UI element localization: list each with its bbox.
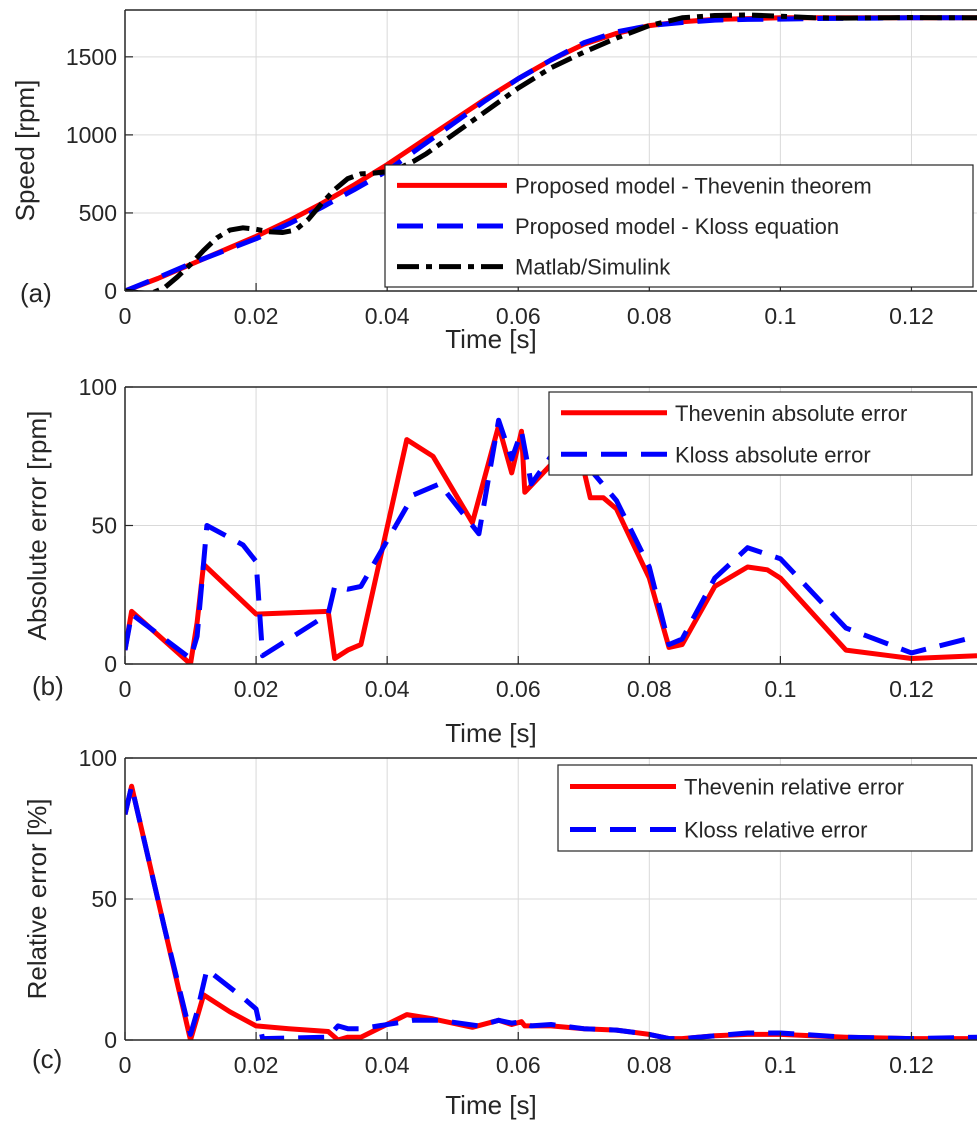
legend-entry-label: Proposed model - Thevenin theorem	[515, 173, 872, 198]
x-tick-label: 0.08	[627, 303, 672, 329]
series-line-1	[125, 423, 977, 664]
x-tick-label: 0.1	[764, 1052, 796, 1078]
x-tick-label: 0	[119, 1052, 132, 1078]
x-axis-label: Time [s]	[445, 1090, 536, 1120]
chart-panel-2: 0 0.02 0.04 0.06 0.08 0.1 0.12 0 50 100 Time [s] Ab…	[22, 374, 977, 748]
x-tick-label: 0.12	[889, 1052, 934, 1078]
y-tick-label: 0	[104, 278, 117, 304]
y-tick-label: 100	[79, 745, 117, 771]
x-axis-label: Time [s]	[445, 718, 536, 748]
legend-box	[557, 764, 973, 852]
chart-panel-1: 0 0.02 0.04 0.06 0.08 0.1 0.12 0 500 1000 1500 Time…	[10, 9, 977, 354]
y-tick-label: 0	[104, 1027, 117, 1053]
legend-entry-label: Kloss absolute error	[675, 442, 871, 467]
y-axis-label: Relative error [%]	[22, 799, 52, 1000]
x-tick-label: 0.02	[234, 676, 279, 702]
series-line-2	[125, 417, 977, 661]
legend-box	[548, 391, 973, 476]
legend-entry-label: Thevenin relative error	[684, 775, 904, 800]
legend: Thevenin relative error Kloss relative er…	[557, 764, 973, 852]
x-tick-label: 0.04	[365, 303, 410, 329]
panel-label: (c)	[32, 1044, 62, 1074]
series-line-2	[125, 15, 977, 291]
y-tick-label: 1000	[66, 122, 117, 148]
y-tick-label: 100	[79, 374, 117, 400]
legend-entry-label: Proposed model - Kloss equation	[515, 214, 839, 239]
legend-entry-label: Thevenin absolute error	[675, 401, 907, 426]
x-tick-label: 0.08	[627, 676, 672, 702]
x-tick-label: 0.06	[496, 676, 541, 702]
x-tick-label: 0.02	[234, 303, 279, 329]
x-tick-label: 0.06	[496, 1052, 541, 1078]
panel-label: (a)	[20, 278, 52, 308]
y-tick-label: 500	[79, 200, 117, 226]
y-tick-label: 0	[104, 651, 117, 677]
y-axis-label: Absolute error [rpm]	[22, 411, 52, 641]
x-tick-label: 0.02	[234, 1052, 279, 1078]
x-tick-label: 0.1	[764, 676, 796, 702]
y-axis-label: Speed [rpm]	[10, 80, 40, 222]
x-axis-label: Time [s]	[445, 324, 536, 354]
panel-label: (b)	[32, 671, 64, 701]
legend-entry-label: Kloss relative error	[684, 818, 867, 843]
y-tick-label: 50	[91, 513, 117, 539]
x-tick-label: 0	[119, 676, 132, 702]
x-tick-label: 0.04	[365, 1052, 410, 1078]
chart-panel-3: 0 0.02 0.04 0.06 0.08 0.1 0.12 0 50 100 Time [s] Re…	[22, 745, 977, 1120]
x-tick-label: 0.08	[627, 1052, 672, 1078]
legend-entry-label: Matlab/Simulink	[515, 255, 671, 280]
x-tick-label: 0.06	[496, 303, 541, 329]
x-tick-label: 0.12	[889, 303, 934, 329]
series-line-2	[125, 783, 977, 1040]
y-tick-label: 1500	[66, 44, 117, 70]
legend: Proposed model - Thevenin theorem Propose…	[384, 164, 974, 288]
y-tick-label: 50	[91, 886, 117, 912]
x-tick-label: 0	[119, 303, 132, 329]
legend: Thevenin absolute error Kloss absolute er…	[548, 391, 973, 476]
x-tick-label: 0.12	[889, 676, 934, 702]
x-tick-label: 0.1	[764, 303, 796, 329]
x-tick-label: 0.04	[365, 676, 410, 702]
